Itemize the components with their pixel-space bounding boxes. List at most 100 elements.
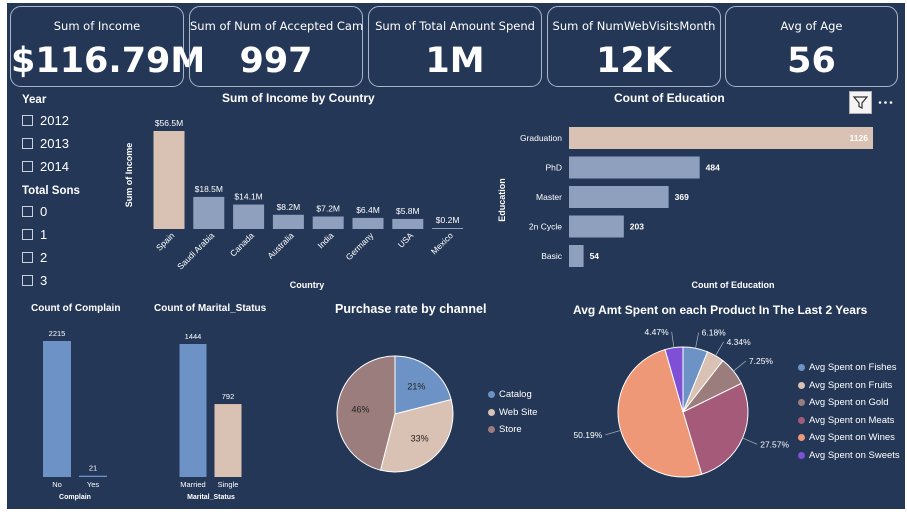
income-category-label: Germany (344, 230, 376, 262)
kpi-card-web-visits[interactable]: Sum of NumWebVisitsMonth 12K (547, 6, 721, 87)
income-chart-title: Sum of Income by Country (222, 91, 375, 105)
checkbox[interactable] (22, 160, 33, 172)
product-leader-line[interactable] (695, 332, 700, 349)
income-bar[interactable] (392, 218, 424, 229)
education-bar[interactable] (569, 215, 624, 238)
product-leader-line[interactable] (671, 331, 675, 348)
sons-option-label: 1 (40, 226, 48, 242)
checkbox[interactable] (22, 274, 33, 286)
product-data-label: 50.19% (573, 430, 602, 440)
income-category-label: India (316, 230, 336, 250)
year-option-label: 2012 (40, 112, 69, 128)
legend-dot (488, 391, 495, 399)
education-category-label: Master (536, 192, 562, 202)
kpi-label: Sum of Total Amount Spend (375, 19, 535, 33)
sons-option[interactable]: 2 (22, 249, 47, 265)
checkbox[interactable] (22, 205, 33, 217)
income-bar[interactable] (233, 204, 265, 229)
legend-item[interactable]: Avg Spent on Fruits (798, 377, 900, 395)
year-option[interactable]: 2014 (22, 158, 69, 174)
year-option-label: 2014 (40, 158, 69, 174)
product-leader-line[interactable] (715, 341, 724, 356)
kpi-card-avg-age[interactable]: Avg of Age 56 (725, 6, 898, 87)
marital-data-label: 792 (222, 392, 235, 401)
product-leader-line[interactable] (605, 430, 621, 436)
education-category-label: 2n Cycle (529, 222, 562, 232)
sons-option-label: 3 (40, 272, 48, 288)
education-bar[interactable] (569, 186, 669, 208)
complain-bar[interactable] (79, 475, 107, 477)
year-option[interactable]: 2012 (22, 112, 69, 128)
marital-bar[interactable] (179, 344, 207, 477)
kpi-card-total-spend[interactable]: Sum of Total Amount Spend 1M (368, 6, 542, 87)
legend-item[interactable]: Avg Spent on Wines (798, 429, 900, 447)
education-category-label: PhD (545, 163, 562, 173)
legend-item[interactable]: Catalog (488, 386, 537, 404)
kpi-label: Sum of Income (53, 19, 141, 33)
income-bar[interactable] (193, 196, 225, 229)
legend-item[interactable]: Avg Spent on Gold (798, 394, 900, 412)
product-leader-line[interactable] (733, 360, 747, 372)
income-bar[interactable] (352, 217, 384, 229)
marital-category-label: Single (218, 480, 239, 489)
more-options-button[interactable] (874, 91, 897, 114)
education-bar[interactable] (569, 127, 873, 149)
channel-chart-title: Purchase rate by channel (335, 302, 487, 316)
report-canvas: Sum of Income $116.79M Sum of Num of Acc… (7, 3, 905, 509)
income-bar[interactable] (272, 214, 304, 229)
legend-label: Web Site (499, 406, 538, 418)
filter-button[interactable] (849, 91, 872, 114)
legend-item[interactable]: Avg Spent on Sweets (798, 447, 900, 465)
marital-x-axis-label: Marital_Status (187, 494, 235, 501)
product-data-label: 7.25% (749, 356, 774, 366)
sons-slicer-title: Total Sons (22, 185, 80, 197)
checkbox[interactable] (22, 251, 33, 263)
sons-option[interactable]: 3 (22, 272, 47, 288)
channel-slice[interactable] (379, 398, 454, 473)
legend-item[interactable]: Web Site (488, 404, 537, 422)
sons-option-label: 0 (40, 203, 48, 219)
income-x-axis-label: Country (290, 280, 325, 290)
channel-slice[interactable] (336, 355, 396, 471)
sons-option[interactable]: 1 (22, 226, 47, 242)
checkbox[interactable] (22, 137, 33, 149)
kpi-label: Sum of NumWebVisitsMonth (552, 19, 716, 33)
legend-item[interactable]: Store (488, 421, 537, 439)
channel-data-label: 21% (407, 382, 425, 392)
product-leader-line[interactable] (742, 437, 758, 445)
education-bar[interactable] (569, 156, 700, 179)
complain-data-label: 2215 (49, 329, 66, 338)
income-bar[interactable] (312, 216, 344, 229)
income-bar[interactable] (432, 228, 464, 229)
legend-item[interactable]: Avg Spent on Fishes (798, 359, 900, 377)
education-data-label: 54 (590, 251, 600, 261)
legend-dot (798, 416, 805, 424)
complain-category-label: Yes (87, 480, 99, 489)
education-data-label: 203 (630, 222, 644, 232)
complain-data-label: 21 (89, 464, 97, 473)
product-slice[interactable] (664, 346, 684, 413)
product-slice[interactable] (682, 382, 749, 475)
legend-dot (798, 434, 805, 442)
education-data-label: 484 (706, 163, 720, 173)
kpi-card-income[interactable]: Sum of Income $116.79M (10, 6, 205, 87)
kpi-card-accepted-campaigns[interactable]: Sum of Num of Accepted Cam 997 (189, 6, 363, 87)
complain-bar[interactable] (43, 341, 71, 477)
kpi-value: 997 (239, 41, 313, 81)
checkbox[interactable] (22, 114, 33, 126)
marital-bar[interactable] (214, 404, 242, 477)
sons-option[interactable]: 0 (22, 203, 47, 219)
checkbox[interactable] (22, 228, 33, 240)
education-category-label: Basic (541, 251, 563, 261)
education-category-label: Graduation (520, 133, 562, 143)
income-bar[interactable] (153, 131, 185, 229)
product-slice[interactable] (617, 348, 703, 478)
education-bar[interactable] (569, 245, 584, 267)
legend-dot (798, 451, 805, 459)
legend-item[interactable]: Avg Spent on Meats (798, 412, 900, 430)
income-category-label: Australia (265, 230, 296, 261)
year-option[interactable]: 2013 (22, 135, 69, 151)
filter-icon (852, 96, 869, 109)
channel-slice[interactable] (394, 355, 452, 415)
complain-x-axis-label: Complain (59, 494, 91, 501)
